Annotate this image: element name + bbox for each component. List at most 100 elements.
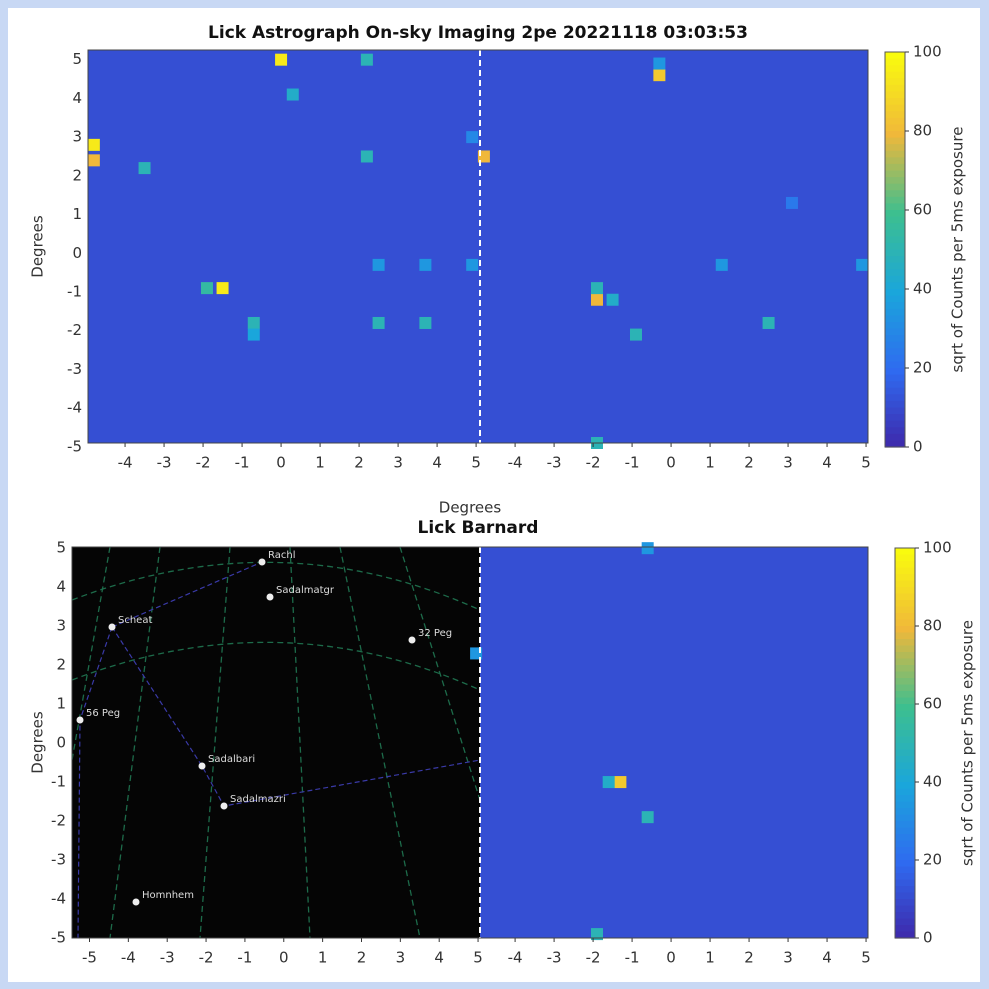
colorbar-segment: [885, 65, 905, 73]
heatmap-cell: [590, 928, 603, 941]
colorbar-segment: [895, 821, 915, 829]
star-label: Sadalmazri: [230, 794, 286, 805]
x-tick-label: 4: [434, 949, 444, 967]
colorbar-segment: [895, 756, 915, 764]
colorbar-segment: [885, 328, 905, 336]
heatmap-cell: [247, 316, 260, 329]
x-tick-label: -3: [160, 949, 175, 967]
x-tick-label: -3: [547, 949, 562, 967]
x-tick-label: -5: [82, 949, 97, 967]
colorbar-segment: [895, 899, 915, 907]
x-tick-label: 0: [276, 454, 286, 472]
colorbar-segment: [895, 730, 915, 738]
y-tick-label: 1: [72, 205, 82, 223]
sky-background: [72, 547, 480, 938]
heatmap-cell: [419, 258, 432, 271]
x-tick-label: 4: [822, 454, 832, 472]
y-tick-label: 3: [72, 128, 82, 146]
colorbar-segment: [895, 905, 915, 913]
colorbar-segment: [895, 697, 915, 705]
colorbar-segment: [895, 840, 915, 848]
colorbar-segment: [895, 671, 915, 679]
colorbar-segment: [895, 710, 915, 718]
y-tick-label: -4: [51, 890, 66, 908]
x-tick-label: 3: [396, 949, 406, 967]
colorbar-segment: [885, 111, 905, 119]
colorbar-segment: [895, 847, 915, 855]
heatmap-cell: [629, 328, 642, 341]
star-label: Scheat: [118, 615, 152, 626]
colorbar-segment: [895, 775, 915, 783]
colorbar-tick-label: 0: [923, 929, 933, 947]
colorbar-segment: [895, 593, 915, 601]
colorbar-segment: [885, 269, 905, 277]
colorbar-segment: [895, 769, 915, 777]
y-axis-label: Degrees: [29, 215, 47, 278]
colorbar-segment: [885, 242, 905, 251]
colorbar-segment: [895, 795, 915, 803]
heatmap-cell: [715, 258, 728, 271]
x-tick-label: 1: [318, 949, 328, 967]
x-tick-label: 0: [279, 949, 289, 967]
colorbar-segment: [895, 587, 915, 595]
colorbar-segment: [885, 275, 905, 284]
colorbar-segment: [885, 315, 905, 323]
colorbar-tick-label: 80: [913, 122, 932, 140]
y-tick-label: 5: [72, 50, 82, 68]
heatmap-cell: [138, 162, 151, 175]
x-tick-label: -3: [547, 454, 562, 472]
x-tick-label: 2: [744, 454, 754, 472]
y-tick-label: -4: [67, 399, 82, 417]
colorbar-segment: [895, 892, 915, 900]
heatmap-cell: [200, 282, 213, 295]
heatmap-cell: [653, 57, 666, 70]
star-label: 32 Peg: [418, 628, 452, 639]
colorbar-segment: [895, 853, 915, 861]
star: [198, 762, 206, 770]
colorbar-segment: [895, 879, 915, 887]
colorbar-segment: [885, 52, 905, 60]
x-tick-label: 0: [666, 949, 676, 967]
star: [258, 558, 266, 566]
star: [76, 716, 84, 724]
star: [220, 802, 228, 810]
colorbar-segment: [885, 131, 905, 139]
x-tick-label: -3: [157, 454, 172, 472]
colorbar-segment: [895, 801, 915, 809]
colorbar-segment: [895, 554, 915, 562]
colorbar-segment: [885, 407, 905, 415]
x-tick-label: 4: [822, 949, 832, 967]
chart-title: Lick Barnard: [418, 518, 539, 538]
star-label: Sadalmatgr: [276, 585, 335, 596]
heatmap-cell: [606, 293, 619, 306]
colorbar-segment: [885, 150, 905, 158]
colorbar-segment: [895, 639, 915, 647]
colorbar-segment: [885, 190, 905, 198]
y-tick-label: 4: [72, 89, 82, 107]
colorbar-segment: [885, 124, 905, 132]
axes-frame: [87, 49, 869, 444]
colorbar-segment: [895, 873, 915, 881]
colorbar-segment: [895, 684, 915, 692]
y-tick-label: -1: [51, 773, 66, 791]
colorbar-label: sqrt of Counts per 5ms exposure: [949, 127, 967, 373]
y-tick-label: 0: [56, 734, 66, 752]
x-tick-label: -2: [586, 949, 601, 967]
heatmap-cell: [466, 131, 479, 144]
x-tick-label: 0: [666, 454, 676, 472]
heatmap-cell: [275, 53, 288, 66]
colorbar-segment: [885, 302, 905, 310]
x-tick-label: 2: [744, 949, 754, 967]
colorbar-segment: [885, 361, 905, 369]
colorbar-segment: [885, 137, 905, 145]
colorbar-segment: [885, 203, 905, 211]
x-tick-label: 1: [315, 454, 325, 472]
x-tick-label: 2: [354, 454, 364, 472]
colorbar-segment: [885, 144, 905, 152]
y-tick-label: 2: [72, 166, 82, 184]
x-tick-label: 3: [783, 454, 793, 472]
heatmap-cell: [602, 776, 615, 789]
star: [132, 898, 140, 906]
colorbar-tick-label: 100: [923, 539, 952, 557]
heatmap-background: [480, 547, 868, 938]
